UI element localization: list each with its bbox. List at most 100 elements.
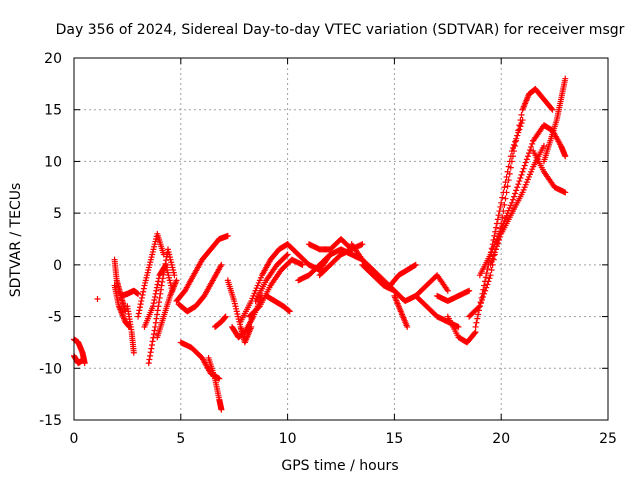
- data-point: [444, 287, 451, 294]
- data-point: [540, 142, 547, 149]
- data-point: [491, 249, 498, 256]
- data-point: [152, 319, 159, 326]
- data-point: [500, 189, 507, 196]
- data-point: [562, 153, 569, 160]
- data-point: [480, 293, 487, 300]
- data-point: [146, 356, 153, 363]
- data-point: [135, 290, 142, 297]
- series-s13: [175, 261, 225, 315]
- data-point: [152, 323, 159, 330]
- data-point: [511, 141, 518, 148]
- data-point: [520, 165, 527, 172]
- data-point: [515, 181, 522, 188]
- data-point: [224, 232, 231, 239]
- data-point: [140, 285, 147, 292]
- data-point: [154, 311, 161, 318]
- data-point: [522, 159, 529, 166]
- data-point: [150, 331, 157, 338]
- data-point: [153, 284, 160, 291]
- series-s42: [540, 75, 569, 165]
- series-s16: [211, 313, 229, 330]
- data-point: [504, 183, 511, 190]
- data-point: [514, 132, 521, 139]
- chart-title: Day 356 of 2024, Sidereal Day-to-day VTE…: [56, 22, 625, 38]
- data-point: [505, 163, 512, 170]
- data-point: [472, 329, 479, 336]
- data-point: [151, 293, 158, 300]
- plot-frame: [73, 57, 609, 421]
- data-point: [509, 144, 516, 151]
- y-tick-labels: -15 -10 -5 0 5 10 15 20: [39, 51, 62, 429]
- data-point: [137, 301, 144, 308]
- data-point: [286, 308, 293, 315]
- data-point: [155, 275, 162, 282]
- data-point: [515, 129, 522, 136]
- y-tick-label: 5: [53, 206, 62, 222]
- series-s30: [391, 292, 411, 330]
- data-point: [173, 277, 180, 284]
- data-point: [135, 313, 142, 320]
- data-point: [135, 310, 142, 317]
- data-point: [493, 224, 500, 231]
- data-point: [516, 178, 523, 185]
- data-point: [497, 203, 504, 210]
- series-s33: [444, 313, 479, 346]
- data-point: [486, 275, 493, 282]
- y-tick-label: 15: [44, 103, 62, 119]
- y-tick-label: 20: [44, 51, 62, 67]
- data-point: [136, 307, 143, 314]
- series-s28: [359, 261, 409, 305]
- y-tick-label: 10: [44, 154, 62, 170]
- data-point: [518, 171, 525, 178]
- data-point: [479, 290, 486, 297]
- series-s15: [205, 354, 225, 413]
- grid: [74, 58, 608, 420]
- series-s19: [237, 241, 291, 325]
- data-point: [154, 281, 161, 288]
- series-s02: [71, 352, 86, 367]
- data-point: [155, 278, 162, 285]
- data-point: [471, 330, 478, 337]
- data-point: [138, 298, 145, 305]
- series-s06: [124, 303, 137, 356]
- data-point: [513, 135, 520, 142]
- series-s39: [525, 86, 556, 113]
- data-point: [147, 352, 154, 359]
- data-point: [501, 184, 508, 191]
- series-s41: [530, 148, 569, 196]
- data-point: [517, 123, 524, 130]
- series-s14: [177, 339, 223, 382]
- data-point: [153, 315, 160, 322]
- series-s03: [94, 295, 101, 302]
- x-tick-label: 5: [176, 431, 185, 447]
- data-point: [512, 190, 519, 197]
- data-point: [218, 261, 225, 268]
- data-point: [527, 147, 534, 154]
- series-s11: [154, 277, 180, 341]
- data-point: [79, 357, 86, 364]
- series-s37: [476, 137, 537, 279]
- data-point: [481, 278, 488, 285]
- x-tick-label: 0: [70, 431, 79, 447]
- data-point: [517, 174, 524, 181]
- data-point: [518, 111, 525, 118]
- y-tick-label: -10: [39, 361, 62, 377]
- series-s26: [305, 236, 355, 253]
- data-point: [495, 212, 502, 219]
- data-point: [514, 184, 521, 191]
- data-point: [512, 138, 519, 145]
- axis-ticks: [73, 57, 609, 421]
- data-point: [152, 290, 159, 297]
- data-point: [492, 246, 499, 253]
- data-point: [562, 189, 569, 196]
- data-point: [222, 313, 229, 320]
- y-axis-title: SDTVAR / TECUs: [8, 183, 24, 298]
- data-point: [255, 304, 262, 311]
- data-point: [483, 270, 490, 277]
- data-points: [71, 75, 569, 413]
- data-point: [130, 349, 137, 356]
- data-point: [487, 261, 494, 268]
- data-point: [519, 168, 526, 175]
- data-point: [489, 255, 496, 262]
